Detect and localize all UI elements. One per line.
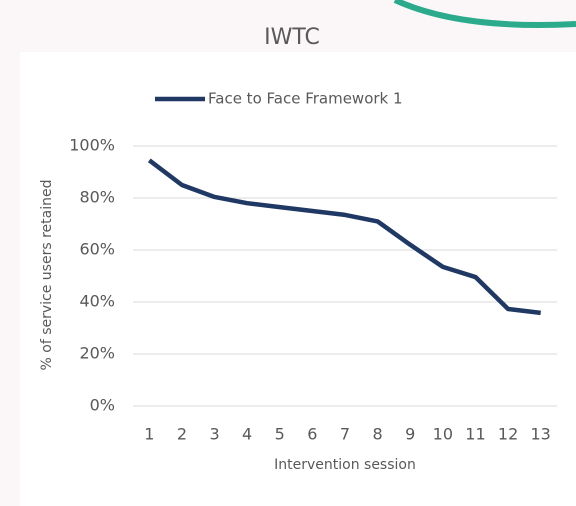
- x-tick-label: 7: [340, 425, 350, 444]
- y-tick-label: 80%: [79, 188, 115, 207]
- y-axis-label: % of service users retained: [39, 180, 55, 371]
- chart-title: IWTC: [264, 25, 320, 50]
- x-tick-label: 10: [433, 425, 453, 444]
- x-tick-label: 6: [307, 425, 317, 444]
- x-tick-label: 13: [531, 425, 551, 444]
- x-tick-label: 2: [177, 425, 187, 444]
- y-tick-label: 20%: [79, 344, 115, 363]
- chart-card: [20, 52, 576, 506]
- x-tick-label: 11: [465, 425, 485, 444]
- x-tick-label: 8: [373, 425, 383, 444]
- x-tick-label: 9: [405, 425, 415, 444]
- x-axis-label: Intervention session: [274, 457, 416, 473]
- y-tick-label: 100%: [69, 136, 115, 155]
- y-tick-label: 0%: [90, 396, 115, 415]
- x-tick-label: 5: [275, 425, 285, 444]
- y-tick-label: 60%: [79, 240, 115, 259]
- x-tick-label: 12: [498, 425, 518, 444]
- y-tick-label: 40%: [79, 292, 115, 311]
- x-tick-label: 3: [209, 425, 219, 444]
- x-tick-label: 4: [242, 425, 252, 444]
- legend-label: Face to Face Framework 1: [208, 90, 403, 108]
- x-tick-label: 1: [144, 425, 154, 444]
- data-line: [147, 158, 541, 316]
- decor-arc: [393, 0, 576, 28]
